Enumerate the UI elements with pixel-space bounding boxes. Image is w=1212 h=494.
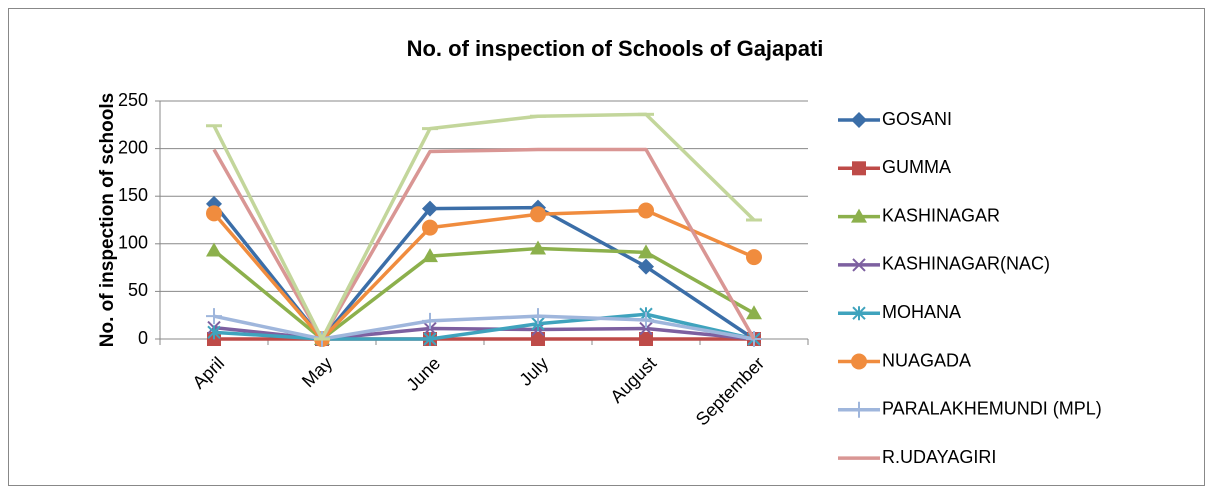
y-tick-label: 0: [138, 328, 148, 348]
marker: [746, 249, 762, 266]
marker: [638, 311, 654, 328]
marker: [638, 258, 654, 275]
marker: [638, 202, 654, 219]
marker: [852, 306, 866, 321]
marker: [206, 242, 222, 257]
marker: [206, 205, 222, 222]
marker: [207, 325, 221, 340]
series: [206, 112, 762, 341]
marker: [851, 112, 867, 128]
y-tick-label: 50: [128, 280, 148, 300]
marker: [422, 312, 438, 329]
y-tick-label: 100: [118, 233, 148, 253]
series-line: [213, 312, 755, 341]
marker: [851, 401, 867, 418]
marker: [422, 219, 438, 236]
marker: [639, 321, 653, 336]
series-line: [213, 314, 755, 341]
marker: [206, 308, 222, 325]
legend-label: KASHINAGAR(NAC): [882, 254, 1050, 274]
marker: [851, 208, 867, 223]
marker: [852, 161, 866, 176]
marker: [746, 305, 762, 320]
legend-label: R.UDAYAGIRI: [882, 447, 996, 467]
series-line: [212, 246, 755, 341]
marker: [422, 248, 438, 263]
marker: [639, 332, 653, 346]
legend-label: GUMMA: [882, 157, 951, 177]
legend-label: PARALAKHEMUNDI (MPL): [882, 399, 1102, 419]
chart-title: No. of inspection of Schools of Gajapati: [407, 36, 824, 61]
series: [212, 147, 756, 341]
y-tick-label: 200: [118, 137, 148, 157]
series-line: [212, 112, 756, 341]
y-tick-label: 150: [118, 185, 148, 205]
marker: [851, 353, 867, 370]
marker: [423, 332, 437, 346]
y-axis-label: No. of inspection of schools: [97, 93, 118, 347]
series-line: [212, 208, 755, 341]
marker: [530, 240, 546, 255]
marker: [530, 308, 546, 325]
series: [206, 202, 762, 347]
legend-label: KASHINAGAR: [882, 205, 1000, 225]
marker: [530, 206, 546, 223]
series-line: [212, 147, 756, 341]
marker: [638, 244, 654, 259]
y-tick-label: 250: [118, 90, 148, 110]
marker: [422, 200, 438, 217]
legend-label: NUAGADA: [882, 350, 971, 370]
legend-label: GOSANI: [882, 109, 952, 129]
marker: [852, 258, 866, 272]
legend-label: MOHANA: [882, 302, 961, 322]
marker: [531, 332, 545, 346]
